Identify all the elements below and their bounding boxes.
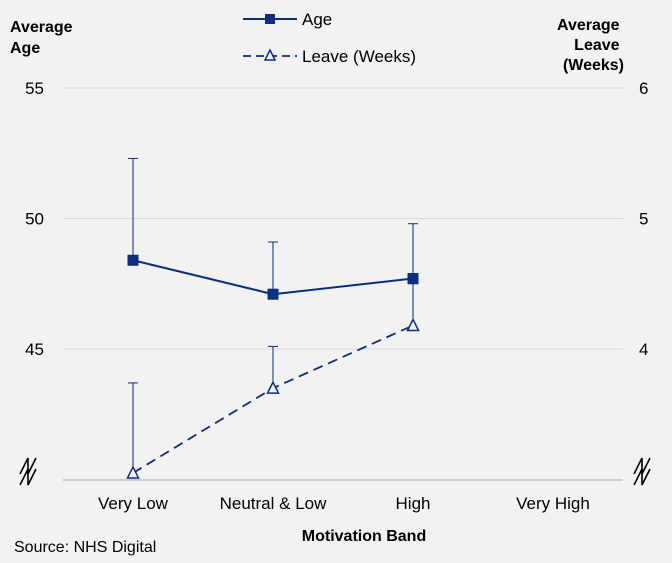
- left-axis-title: Average Age: [10, 19, 77, 57]
- legend-age-label: Age: [302, 10, 332, 29]
- leave-point: [406, 317, 420, 332]
- age-point: [407, 273, 419, 285]
- category-labels: Very Low Neutral & Low High Very High: [98, 494, 590, 513]
- left-tick-label: 45: [25, 340, 44, 359]
- tick-labels: 55 50 45 6 5 4: [25, 79, 648, 359]
- age-point: [127, 254, 139, 266]
- left-tick-label: 50: [25, 210, 44, 229]
- age-point: [267, 288, 279, 300]
- gridlines: [63, 87, 623, 350]
- category-label: Neutral & Low: [220, 494, 327, 513]
- legend-leave-label: Leave (Weeks): [302, 47, 416, 66]
- right-tick-label: 4: [639, 340, 648, 359]
- category-label: High: [396, 494, 431, 513]
- right-tick-label: 5: [639, 210, 648, 229]
- category-label: Very High: [516, 494, 590, 513]
- right-axis-break-marker: [633, 457, 651, 486]
- left-tick-label: 55: [25, 79, 44, 98]
- category-label: Very Low: [98, 494, 169, 513]
- right-axis-title-line: Average: [557, 17, 620, 34]
- source-note: Source: NHS Digital: [14, 539, 156, 556]
- left-axis-title-line: Age: [10, 40, 40, 57]
- x-axis-title: Motivation Band: [302, 528, 426, 545]
- right-axis-title: Average Leave (Weeks): [557, 17, 624, 74]
- legend: Age Leave (Weeks): [243, 10, 416, 66]
- left-axis-title-line: Average: [10, 19, 73, 36]
- right-tick-label: 6: [639, 79, 648, 98]
- legend-leave-marker: [263, 48, 277, 61]
- legend-age-marker: [265, 14, 275, 24]
- right-axis-title-line: (Weeks): [563, 57, 624, 74]
- plot-area: [126, 157, 420, 479]
- leave-point: [266, 380, 280, 394]
- leave-point: [126, 465, 140, 479]
- right-axis-title-line: Leave: [574, 37, 619, 54]
- left-axis-break-marker: [19, 457, 37, 486]
